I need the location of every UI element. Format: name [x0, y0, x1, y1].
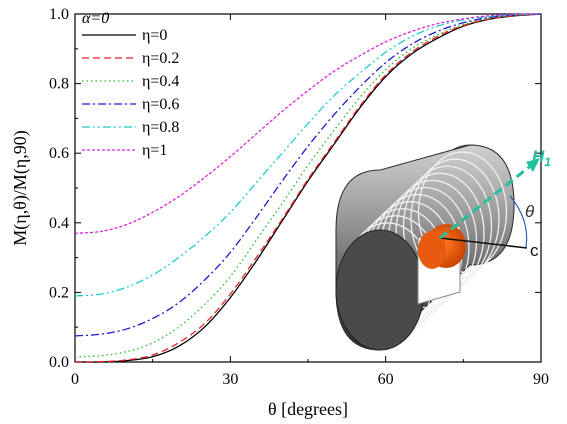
x-tick-label: 60	[378, 371, 394, 388]
c-axis-label: c	[530, 241, 539, 260]
series-line-5	[74, 13, 542, 234]
y-tick-label: 1.0	[49, 6, 69, 23]
y-tick-label: 0.2	[49, 284, 69, 301]
x-tick-label: 0	[71, 371, 79, 388]
series-line-0	[74, 13, 542, 363]
y-tick-label: 0.4	[49, 215, 69, 232]
series-line-2	[74, 13, 542, 358]
x-tick-label: 30	[222, 371, 238, 388]
field-arrowhead	[526, 158, 540, 172]
legend-label-3: η=0.6	[142, 96, 179, 113]
legend-title: α=0	[82, 10, 109, 27]
angle-arc	[509, 195, 528, 248]
y-axis-label: M(η,θ)/M(η,90)	[10, 130, 31, 245]
series-line-1	[74, 13, 542, 363]
inset-illustration: c θ H1	[335, 144, 551, 351]
y-tick-label: 0.0	[49, 354, 69, 371]
field-label: H1	[532, 147, 551, 169]
field-arrow	[439, 161, 535, 240]
y-tick-label: 0.6	[49, 145, 69, 162]
legend-label-0: η=0	[142, 27, 167, 44]
x-axis-label: θ [degrees]	[268, 399, 348, 419]
legend-label-2: η=0.4	[142, 73, 179, 90]
angle-label: θ	[525, 202, 535, 221]
x-tick-label: 90	[533, 371, 549, 388]
coil-ring	[417, 151, 508, 273]
legend-label-5: η=1	[142, 142, 167, 159]
series-line-4	[74, 13, 542, 297]
legend: α=0 η=0 η=0.2 η=0.4 η=0.6 η=0.8 η=1	[82, 10, 179, 159]
x-axis-ticks: 0 30 60 90	[71, 14, 549, 388]
series-lines	[74, 13, 542, 363]
legend-label-4: η=0.8	[142, 119, 179, 136]
legend-label-1: η=0.2	[142, 50, 179, 67]
series-line-3	[74, 13, 542, 337]
y-tick-label: 0.8	[49, 76, 69, 93]
y-axis-ticks: 0.0 0.2 0.4 0.6 0.8 1.0	[49, 6, 541, 371]
c-axis-line	[439, 237, 528, 249]
